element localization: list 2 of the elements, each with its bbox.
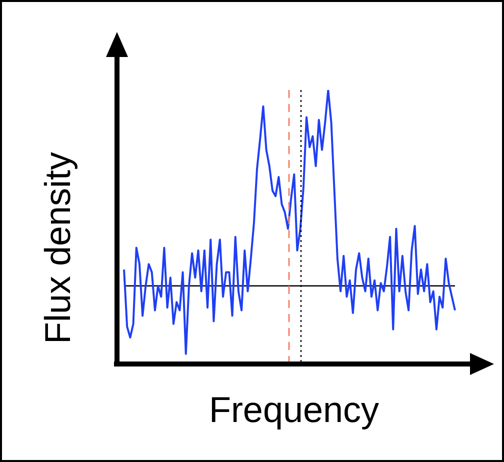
y-axis-title: Flux density bbox=[36, 152, 78, 344]
x-axis-title: Frequency bbox=[208, 388, 380, 430]
